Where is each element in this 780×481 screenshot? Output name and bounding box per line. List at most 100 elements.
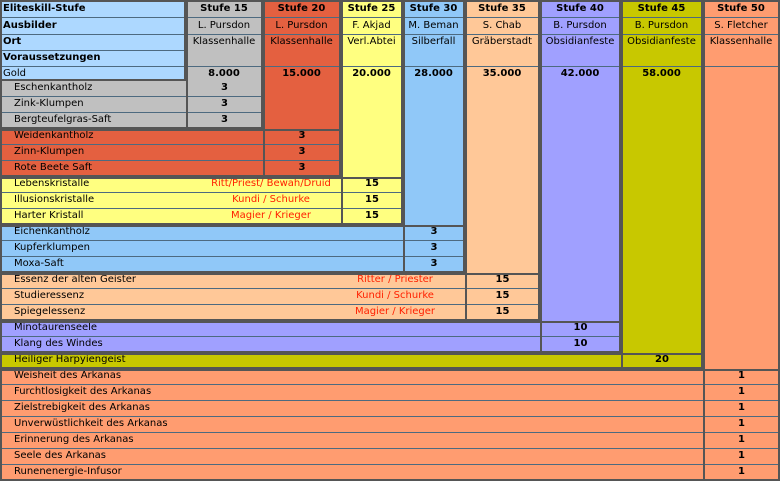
tier-location: Klassenhalle bbox=[703, 34, 780, 50]
material-row: Runenenergie-Infusor 1 bbox=[0, 465, 780, 481]
tier-gold-cost: 8.000 bbox=[186, 66, 263, 81]
material-quantity: 1 bbox=[738, 418, 745, 429]
material-name: Bergteufelgras-Saft bbox=[14, 114, 112, 125]
material-quantity: 15 bbox=[495, 290, 510, 301]
material-quantity: 15 bbox=[495, 274, 510, 285]
material-row: Bergteufelgras-Saft 3 bbox=[0, 113, 263, 129]
material-row: Seele des Arkanas 1 bbox=[0, 449, 780, 465]
tier-level: Stufe 40 bbox=[540, 0, 621, 17]
tier-location: Silberfall bbox=[403, 34, 465, 50]
tier-column-bg bbox=[540, 0, 621, 353]
material-row: Zink-Klumpen 3 bbox=[0, 97, 263, 113]
material-row: Kupferklumpen 3 bbox=[0, 241, 465, 257]
material-row: Moxa-Saft 3 bbox=[0, 257, 465, 273]
material-quantity: 3 bbox=[298, 146, 306, 157]
tier-gold-cost bbox=[703, 66, 780, 81]
material-class: Ritter / Priester bbox=[357, 274, 433, 285]
tier-trainer: F. Akjad bbox=[341, 17, 403, 34]
tier-gold-cost: 20.000 bbox=[341, 66, 403, 81]
material-quantity: 15 bbox=[365, 194, 379, 205]
material-row: Heiliger Harpyiengeist 20 bbox=[0, 353, 703, 369]
material-row: Eichenkantholz 3 bbox=[0, 225, 465, 241]
material-name: Eschenkantholz bbox=[14, 82, 93, 93]
material-row: Spiegelessenz Magier / Krieger 15 bbox=[0, 305, 540, 321]
label-requirements: Voraussetzungen bbox=[0, 50, 186, 66]
material-name: Essenz der alten Geister bbox=[14, 274, 137, 285]
tier-location: Klassenhalle bbox=[263, 34, 341, 50]
material-name: Illusionskristalle bbox=[14, 194, 95, 205]
material-quantity: 1 bbox=[738, 370, 745, 381]
tier-trainer: L. Pursdon bbox=[263, 17, 341, 34]
material-name: Minotaurenseele bbox=[14, 322, 98, 333]
tier-level: Stufe 35 bbox=[465, 0, 540, 17]
material-name: Zink-Klumpen bbox=[14, 98, 84, 109]
divider bbox=[0, 17, 780, 18]
material-quantity: 15 bbox=[365, 178, 379, 189]
material-name: Heiliger Harpyiengeist bbox=[14, 354, 126, 365]
material-name: Erinnerung des Arkanas bbox=[14, 434, 134, 445]
tier-trainer: B. Pursdon bbox=[540, 17, 621, 34]
tier-column-bg bbox=[621, 0, 703, 369]
material-class: Magier / Krieger bbox=[354, 306, 436, 317]
material-row: Rote Beete Saft 3 bbox=[0, 161, 341, 177]
tier-trainer: S. Fletcher bbox=[703, 17, 780, 34]
material-name: Seele des Arkanas bbox=[14, 450, 107, 461]
material-class: Kundi / Schurke bbox=[232, 194, 310, 205]
tier-trainer: L. Pursdon bbox=[186, 17, 263, 34]
material-row: Erinnerung des Arkanas 1 bbox=[0, 433, 780, 449]
material-name: Kupferklumpen bbox=[14, 242, 91, 253]
tier-gold-cost: 35.000 bbox=[465, 66, 540, 81]
tier-level: Stufe 45 bbox=[621, 0, 703, 17]
material-row: Minotaurenseele 10 bbox=[0, 321, 621, 337]
label-elite-skill-level: Eliteskill-Stufe bbox=[0, 0, 186, 17]
tier-gold-cost: 28.000 bbox=[403, 66, 465, 81]
label-location: Ort bbox=[0, 34, 186, 50]
material-quantity: 15 bbox=[365, 210, 379, 221]
material-quantity: 3 bbox=[430, 226, 438, 237]
material-name: Klang des Windes bbox=[14, 338, 103, 349]
tier-location: Klassenhalle bbox=[186, 34, 263, 50]
material-row: Klang des Windes 10 bbox=[0, 337, 621, 353]
tier-level: Stufe 50 bbox=[703, 0, 780, 17]
material-name: Furchtlosigkeit des Arkanas bbox=[14, 386, 152, 397]
material-name: Weidenkantholz bbox=[14, 130, 94, 141]
material-quantity: 20 bbox=[655, 354, 669, 365]
divider bbox=[0, 34, 780, 35]
material-row: Harter Kristall Magier / Krieger 15 bbox=[0, 209, 403, 225]
tier-gold-cost: 42.000 bbox=[540, 66, 621, 81]
material-name: Weisheit des Arkanas bbox=[14, 370, 122, 381]
material-class: Kundi / Schurke bbox=[356, 290, 434, 301]
material-quantity: 3 bbox=[221, 82, 228, 93]
material-row: Unverwüstlichkeit des Arkanas 1 bbox=[0, 417, 780, 433]
material-quantity: 15 bbox=[495, 306, 510, 317]
material-class: Ritt/Priest/ Bewah/Druid bbox=[211, 178, 331, 189]
tier-location: Gräberstadt bbox=[465, 34, 540, 50]
tier-location: Verl.Abtei bbox=[341, 34, 403, 50]
tier-level: Stufe 20 bbox=[263, 0, 341, 17]
material-name: Eichenkantholz bbox=[14, 226, 90, 237]
material-row: Zielstrebigkeit des Arkanas 1 bbox=[0, 401, 780, 417]
tier-location: Obsidianfeste bbox=[621, 34, 703, 50]
material-row: Essenz der alten Geister Ritter / Prieste… bbox=[0, 273, 540, 289]
material-quantity: 1 bbox=[738, 402, 745, 413]
material-quantity: 1 bbox=[738, 434, 745, 445]
tier-trainer: M. Beman bbox=[403, 17, 465, 34]
material-name: Zinn-Klumpen bbox=[14, 146, 85, 157]
material-quantity: 1 bbox=[738, 450, 745, 461]
material-row: Studieressenz Kundi / Schurke 15 bbox=[0, 289, 540, 305]
material-name: Zielstrebigkeit des Arkanas bbox=[14, 402, 150, 413]
material-row: Eschenkantholz 3 bbox=[0, 81, 263, 97]
tier-location: Obsidianfeste bbox=[540, 34, 621, 50]
material-row: Weidenkantholz 3 bbox=[0, 129, 341, 145]
material-quantity: 1 bbox=[738, 386, 745, 397]
material-name: Harter Kristall bbox=[14, 210, 84, 221]
tier-trainer: S. Chab bbox=[465, 17, 540, 34]
material-row: Furchtlosigkeit des Arkanas 1 bbox=[0, 385, 780, 401]
material-row: Zinn-Klumpen 3 bbox=[0, 145, 341, 161]
material-quantity: 3 bbox=[298, 162, 306, 173]
material-row: Weisheit des Arkanas 1 bbox=[0, 369, 780, 385]
divider bbox=[0, 66, 780, 67]
material-name: Runenenergie-Infusor bbox=[14, 466, 122, 477]
material-name: Studieressenz bbox=[14, 290, 85, 301]
